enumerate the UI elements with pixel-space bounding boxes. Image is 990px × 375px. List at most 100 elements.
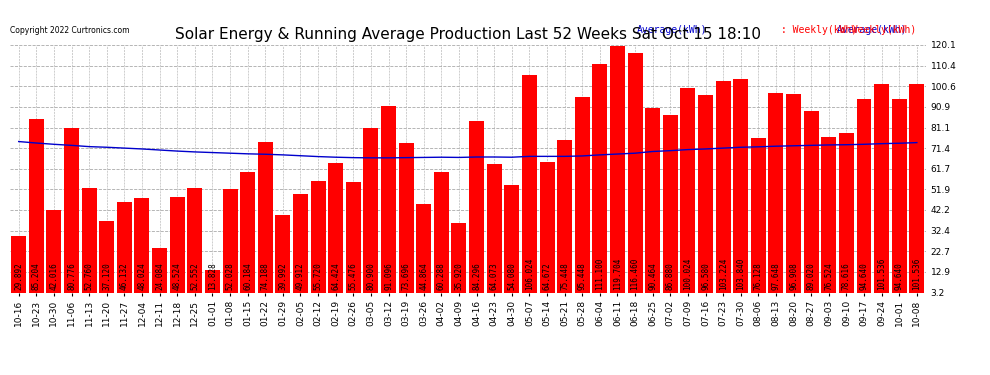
Text: 100.024: 100.024 [683,257,692,290]
Text: 103.224: 103.224 [719,257,728,290]
Text: 64.424: 64.424 [332,262,341,290]
Text: 42.016: 42.016 [50,262,58,290]
Bar [822,137,837,299]
Text: 101.536: 101.536 [913,257,922,290]
Text: : Weekly(kWh): : Weekly(kWh) [835,25,917,35]
Text: 97.648: 97.648 [771,262,780,290]
Bar [557,140,572,299]
Bar [856,99,871,299]
Text: 64.073: 64.073 [490,262,499,290]
Bar [434,172,448,299]
Text: 91.096: 91.096 [384,262,393,290]
Bar [11,236,26,299]
Bar [64,128,79,299]
Bar [628,53,643,299]
Bar [734,80,748,299]
Bar [329,163,344,299]
Text: 94.640: 94.640 [895,262,904,290]
Text: 111.100: 111.100 [595,257,604,290]
Bar [540,162,554,299]
Bar [293,194,308,299]
Text: : Weekly(kWh): : Weekly(kWh) [774,25,856,35]
Text: 76.524: 76.524 [825,262,834,290]
Bar [663,116,678,299]
Bar [645,108,660,299]
Bar [381,106,396,299]
Text: 52.760: 52.760 [85,262,94,290]
Bar [892,99,907,299]
Bar [169,196,185,299]
Bar [768,93,783,299]
Bar [522,75,537,299]
Text: 101.536: 101.536 [877,257,886,290]
Text: 75.448: 75.448 [560,262,569,290]
Text: 52.552: 52.552 [190,262,199,290]
Bar [346,182,360,299]
Bar [716,81,731,299]
Title: Solar Energy & Running Average Production Last 52 Weeks Sat Oct 15 18:10: Solar Energy & Running Average Productio… [175,27,760,42]
Text: 80.900: 80.900 [366,262,375,290]
Bar [451,223,466,299]
Text: 119.704: 119.704 [613,257,622,290]
Bar [610,46,625,299]
Text: 76.128: 76.128 [753,262,763,290]
Text: 44.864: 44.864 [419,262,429,290]
Bar [99,220,114,299]
Text: 95.448: 95.448 [578,262,587,290]
Text: Copyright 2022 Curtronics.com: Copyright 2022 Curtronics.com [10,26,130,35]
Text: 55.476: 55.476 [348,262,357,290]
Bar [698,95,713,299]
Bar [205,270,220,299]
Text: 52.028: 52.028 [226,262,235,290]
Text: 60.184: 60.184 [244,262,252,290]
Text: 89.020: 89.020 [807,262,816,290]
Text: 64.672: 64.672 [543,262,551,290]
Text: 78.616: 78.616 [842,262,850,290]
Bar [257,142,272,299]
Text: 90.464: 90.464 [648,262,657,290]
Text: Average(kWh): Average(kWh) [638,25,708,35]
Bar [416,204,432,299]
Text: 116.460: 116.460 [631,257,640,290]
Bar [187,188,202,299]
Text: 96.908: 96.908 [789,262,798,290]
Bar [135,198,149,299]
Text: 46.132: 46.132 [120,262,129,290]
Bar [223,189,238,299]
Text: 96.580: 96.580 [701,262,710,290]
Bar [750,138,766,299]
Text: 35.920: 35.920 [454,262,463,290]
Text: 73.696: 73.696 [402,262,411,290]
Text: 86.880: 86.880 [666,262,675,290]
Text: 48.024: 48.024 [138,262,147,290]
Bar [117,202,132,299]
Text: 60.288: 60.288 [437,262,446,290]
Bar [363,128,378,299]
Text: 106.024: 106.024 [525,257,534,290]
Bar [910,84,925,299]
Bar [504,185,520,299]
Bar [275,214,290,299]
Bar [680,87,695,299]
Bar [469,121,484,299]
Bar [152,248,167,299]
Bar [839,133,854,299]
Text: 55.720: 55.720 [314,262,323,290]
Bar [241,172,255,299]
Bar [487,164,502,299]
Text: 103.840: 103.840 [737,257,745,290]
Bar [311,181,326,299]
Bar [399,143,414,299]
Bar [575,97,590,299]
Text: 74.188: 74.188 [260,262,269,290]
Bar [592,64,607,299]
Text: 85.204: 85.204 [32,262,41,290]
Text: 48.524: 48.524 [172,262,182,290]
Bar [804,111,819,299]
Text: 13.828: 13.828 [208,262,217,290]
Text: 24.084: 24.084 [155,262,164,290]
Text: 49.912: 49.912 [296,262,305,290]
Text: 37.120: 37.120 [102,262,111,290]
Text: Average(kWh): Average(kWh) [837,25,907,35]
Bar [47,210,61,299]
